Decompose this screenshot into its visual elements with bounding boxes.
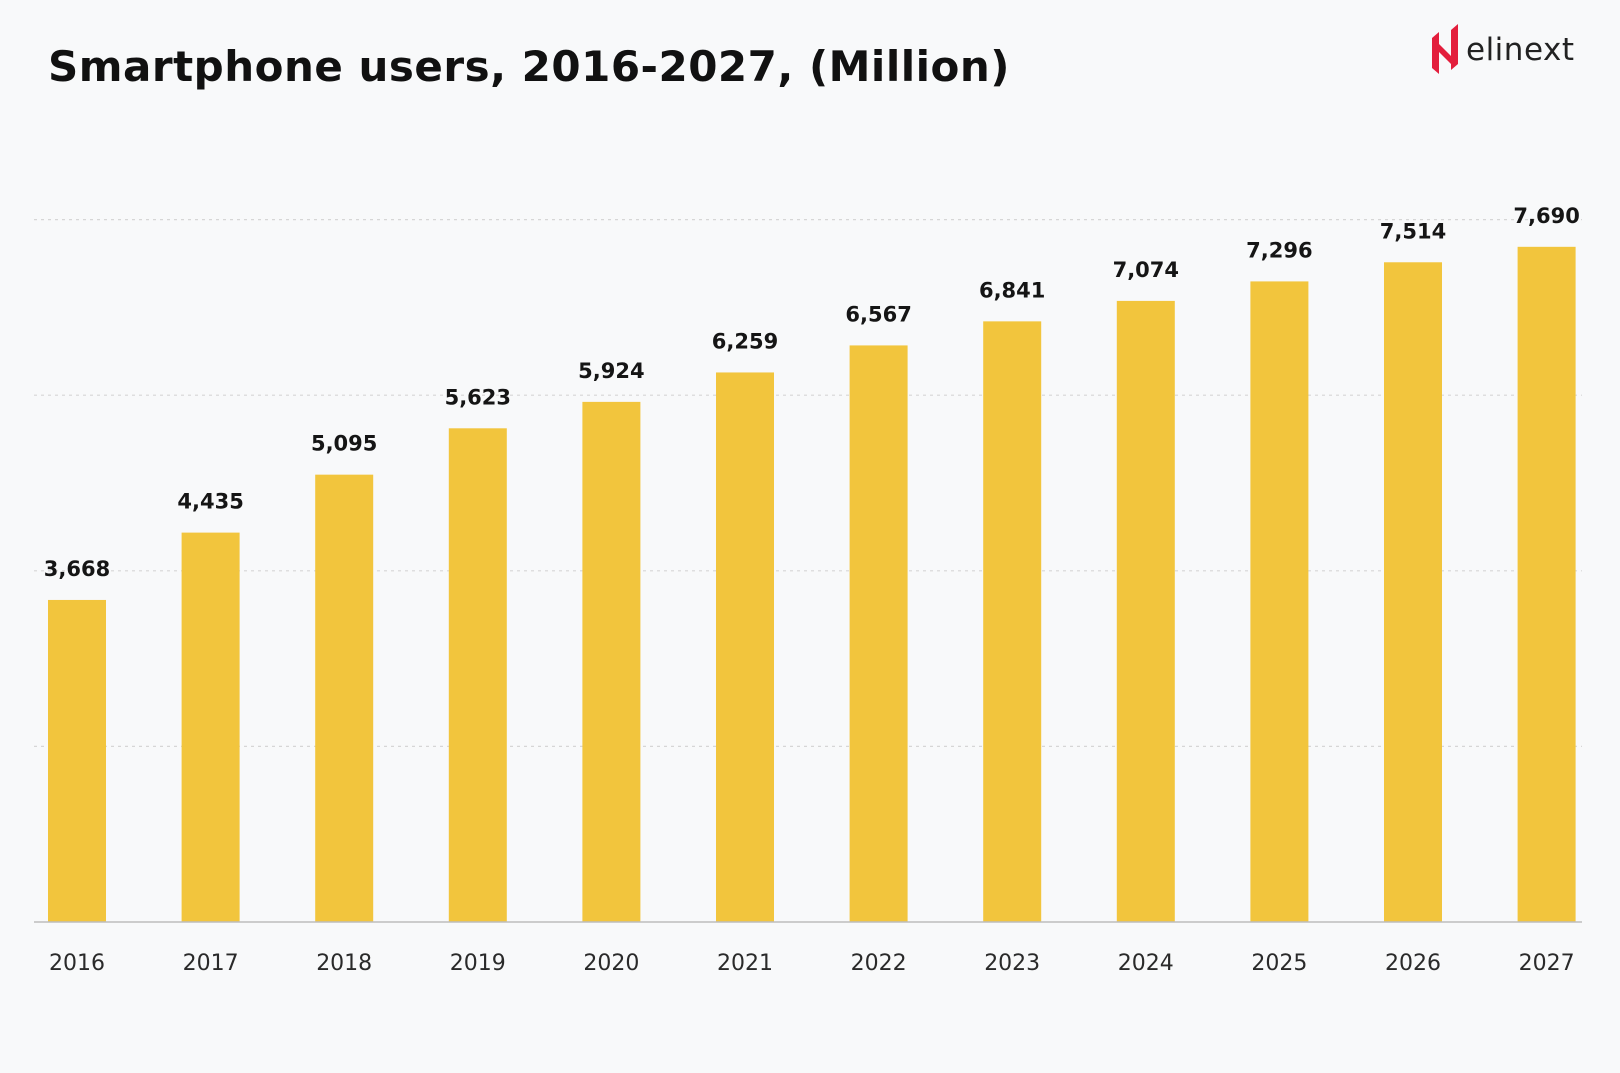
category-label-2017: 2017 bbox=[183, 951, 239, 976]
bar-2022[interactable] bbox=[849, 345, 908, 923]
value-label-2017: 4,435 bbox=[177, 490, 243, 514]
category-label-2025: 2025 bbox=[1251, 951, 1307, 976]
value-label-2024: 7,074 bbox=[1113, 258, 1179, 282]
category-label-2024: 2024 bbox=[1118, 951, 1174, 976]
value-label-2020: 5,924 bbox=[578, 359, 644, 383]
category-label-2022: 2022 bbox=[851, 951, 907, 976]
elinext-logo[interactable]: elinext bbox=[1430, 24, 1600, 82]
bars bbox=[48, 246, 1576, 923]
elinext-mark-icon bbox=[1432, 24, 1458, 74]
category-label-2027: 2027 bbox=[1519, 951, 1575, 976]
bar-2025[interactable] bbox=[1250, 281, 1309, 922]
value-labels: 3,668 4,435 5,095 5,623 5,924 6,259 6,567 6,841… bbox=[44, 204, 1580, 581]
value-label-2019: 5,623 bbox=[445, 385, 511, 409]
bar-2027[interactable] bbox=[1517, 246, 1576, 922]
value-label-2023: 6,841 bbox=[979, 278, 1045, 302]
logo-text: elinext bbox=[1466, 32, 1575, 68]
bar-2021[interactable] bbox=[716, 372, 774, 922]
chart-title: Smartphone users, 2016-2027, (Million) bbox=[48, 42, 1010, 91]
value-label-2026: 7,514 bbox=[1380, 219, 1446, 243]
category-label-2016: 2016 bbox=[49, 951, 105, 976]
value-label-2027: 7,690 bbox=[1513, 204, 1579, 228]
value-label-2016: 3,668 bbox=[44, 557, 110, 581]
category-label-2026: 2026 bbox=[1385, 951, 1441, 976]
category-labels: 2016 2017 2018 2019 2020 2021 2022 2023 2024 2025… bbox=[49, 951, 1575, 976]
category-label-2020: 2020 bbox=[583, 951, 639, 976]
category-label-2018: 2018 bbox=[316, 951, 372, 976]
bar-2019[interactable] bbox=[448, 428, 507, 922]
value-label-2021: 6,259 bbox=[712, 329, 778, 353]
bar-2024[interactable] bbox=[1116, 300, 1175, 922]
category-label-2021: 2021 bbox=[717, 951, 773, 976]
value-label-2022: 6,567 bbox=[845, 302, 911, 326]
bar-2026[interactable] bbox=[1384, 262, 1442, 922]
bar-2016[interactable] bbox=[48, 599, 106, 922]
bar-2020[interactable] bbox=[582, 401, 641, 922]
value-label-2025: 7,296 bbox=[1246, 238, 1312, 262]
category-label-2019: 2019 bbox=[450, 951, 506, 976]
bar-2017[interactable] bbox=[181, 532, 240, 922]
category-label-2023: 2023 bbox=[984, 951, 1040, 976]
bar-2018[interactable] bbox=[315, 474, 374, 922]
value-label-2018: 5,095 bbox=[311, 432, 377, 456]
bar-2023[interactable] bbox=[983, 321, 1042, 922]
gridlines bbox=[34, 219, 1582, 748]
